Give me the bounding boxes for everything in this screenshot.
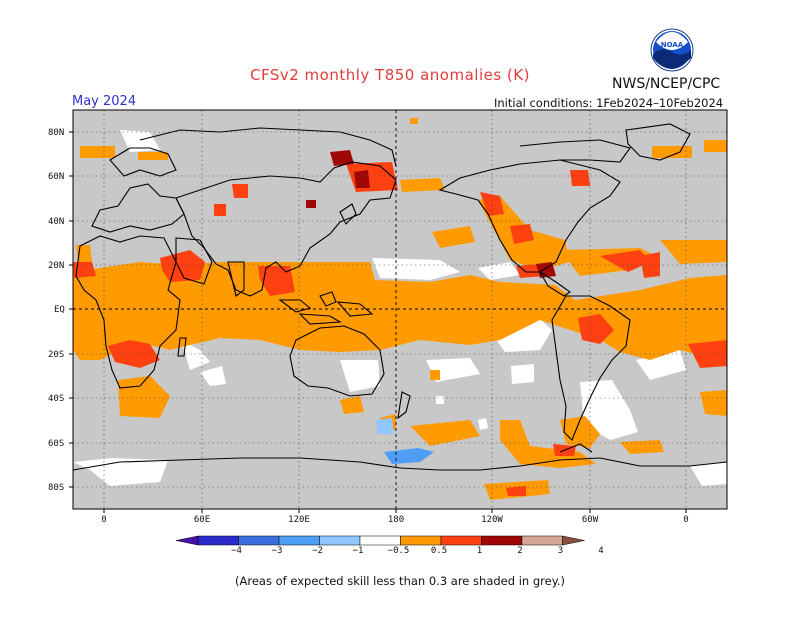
colorbar bbox=[175, 535, 585, 546]
colorbar-labels: −4 −3 −2 −1 −0.5 0.5 1 2 3 4 bbox=[231, 546, 604, 556]
colorbar-tick-label: −0.5 bbox=[388, 546, 410, 556]
colorbar-bin bbox=[197, 535, 239, 546]
colorbar-tick-label: 0.5 bbox=[431, 546, 447, 556]
colorbar-arrow-low bbox=[175, 535, 199, 546]
skill-footnote: (Areas of expected skill less than 0.3 a… bbox=[235, 574, 565, 588]
lat-label: EQ bbox=[54, 305, 65, 315]
equator-dateline bbox=[73, 110, 727, 509]
lat-label: 20N bbox=[48, 261, 64, 271]
colorbar-bin bbox=[278, 535, 320, 546]
lat-label: 40N bbox=[48, 217, 64, 227]
colorbar-bin bbox=[400, 535, 442, 546]
colorbar-tick-label: −3 bbox=[272, 546, 283, 556]
map-title: CFSv2 monthly T850 anomalies (K) bbox=[250, 66, 530, 84]
anomaly-map: 80N 60N 40N 20N EQ 20S 40S 60S 80S 0 60E… bbox=[48, 109, 728, 556]
lon-label: 0 bbox=[683, 515, 688, 525]
lat-label: 80N bbox=[48, 128, 64, 138]
map-panel bbox=[72, 109, 728, 510]
colorbar-tick-label: −4 bbox=[231, 546, 242, 556]
lon-label: 0 bbox=[101, 515, 106, 525]
colorbar-bin bbox=[238, 535, 280, 546]
longitude-labels: 0 60E 120E 180 120W 60W 0 bbox=[101, 515, 688, 525]
noaa-logo: NOAA bbox=[650, 28, 694, 72]
colorbar-tick-label: −2 bbox=[312, 546, 323, 556]
colorbar-bin bbox=[521, 535, 563, 546]
colorbar-tick-label: −1 bbox=[353, 546, 364, 556]
initial-conditions: Initial conditions: 1Feb2024–10Feb2024 bbox=[494, 96, 724, 110]
colorbar-tick-label: 4 bbox=[598, 546, 603, 556]
cold-anomaly-areas bbox=[376, 418, 434, 464]
noaa-logo-text: NOAA bbox=[661, 41, 684, 49]
axis-ticks bbox=[69, 131, 687, 513]
coastlines bbox=[72, 123, 728, 471]
colorbar-arrow-high bbox=[562, 535, 585, 546]
lat-label: 20S bbox=[48, 350, 64, 360]
organization-label: NWS/NCEP/CPC bbox=[612, 76, 721, 92]
lat-label: 80S bbox=[48, 483, 64, 493]
latitude-labels: 80N 60N 40N 20N EQ 20S 40S 60S 80S bbox=[48, 128, 65, 493]
lat-label: 40S bbox=[48, 394, 64, 404]
target-month: May 2024 bbox=[72, 94, 137, 109]
lon-label: 120E bbox=[288, 515, 310, 525]
colorbar-tick-label: 2 bbox=[517, 546, 522, 556]
colorbar-bin bbox=[481, 535, 523, 546]
colorbar-bin bbox=[319, 535, 361, 546]
lat-label: 60S bbox=[48, 439, 64, 449]
colorbar-bin bbox=[440, 535, 482, 546]
colorbar-bin bbox=[359, 535, 401, 546]
grid-lines bbox=[73, 110, 727, 509]
lon-label: 60W bbox=[582, 515, 599, 525]
lon-label: 60E bbox=[194, 515, 210, 525]
colorbar-tick-label: 3 bbox=[558, 546, 563, 556]
colorbar-tick-label: 1 bbox=[477, 546, 482, 556]
lon-label: 120W bbox=[481, 515, 503, 525]
lat-label: 60N bbox=[48, 172, 64, 182]
lon-label: 180 bbox=[388, 515, 404, 525]
